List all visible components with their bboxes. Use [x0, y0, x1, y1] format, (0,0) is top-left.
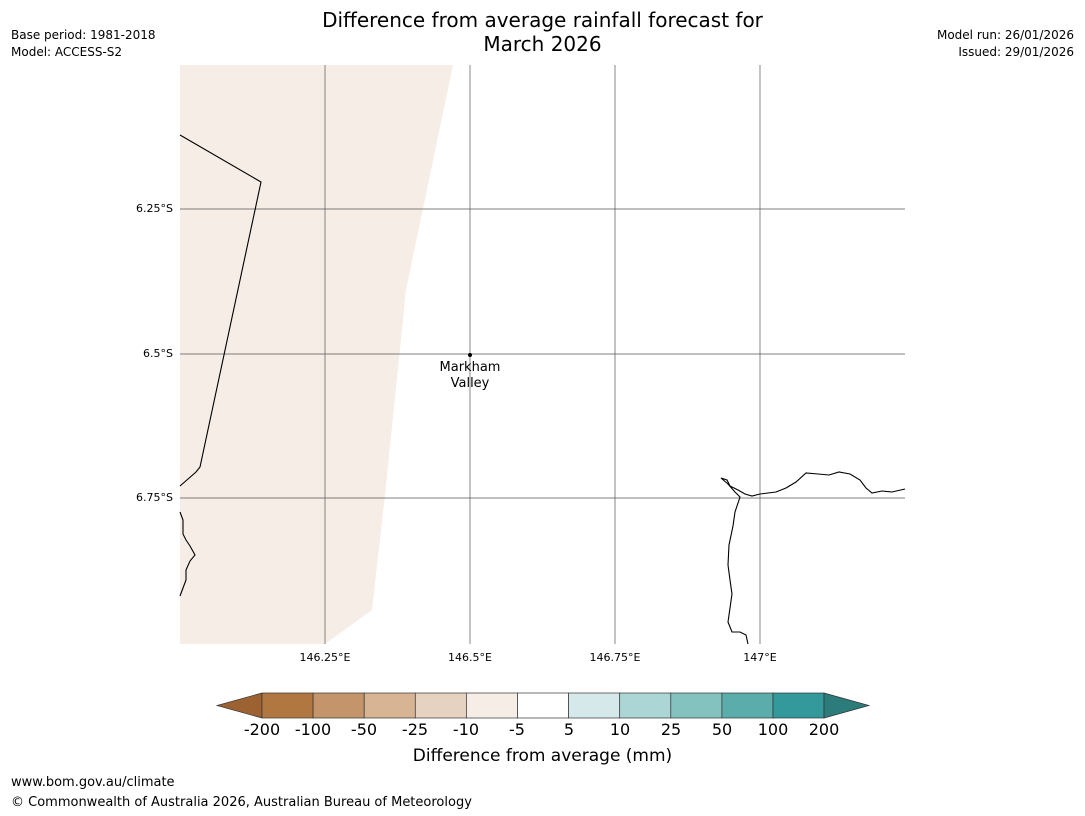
- colorbar-tick-label: -5: [509, 720, 525, 739]
- model-name: Model: ACCESS-S2: [11, 45, 123, 59]
- colorbar-tick-label: -50: [350, 720, 378, 739]
- shaded-region-left: [180, 65, 453, 644]
- chart-title: Difference from average rainfall forecas…: [0, 8, 1085, 56]
- lat-label-1: 6.25°S: [136, 202, 173, 215]
- title-line-1: Difference from average rainfall forecas…: [322, 8, 763, 32]
- footer-url[interactable]: www.bom.gov.au/climate: [11, 775, 175, 790]
- colorbar-tick-label: 25: [660, 720, 682, 739]
- footer-copyright: © Commonwealth of Australia 2026, Austra…: [11, 795, 472, 810]
- colorbar-tick-label: -100: [294, 720, 332, 739]
- colorbar-tick-label: 50: [711, 720, 733, 739]
- colorbar-title: Difference from average (mm): [412, 746, 673, 766]
- colorbar-segment-9: [670, 692, 723, 719]
- lon-label-4: 147°E: [743, 651, 777, 664]
- colorbar-segment-5: [466, 692, 518, 719]
- colorbar-segment-2: [312, 692, 365, 719]
- colorbar-segment-6: [517, 692, 569, 719]
- colorbar-segment-11: [772, 692, 825, 719]
- colorbar-tick-label: 200: [808, 720, 840, 739]
- place-label-line-1: Markham: [439, 360, 501, 375]
- colorbar-tick-label: 10: [609, 720, 631, 739]
- gridlines: [180, 65, 905, 644]
- colorbar-segment-0: [215, 692, 263, 719]
- colorbar-tick-label: -200: [243, 720, 281, 739]
- lon-label-2: 146.5°E: [448, 651, 492, 664]
- coastline-southwest: [179, 511, 196, 597]
- markham-valley-marker: [468, 353, 472, 357]
- colorbar-segment-7: [568, 692, 621, 719]
- colorbar-segment-4: [414, 692, 467, 719]
- lon-label-1: 146.25°E: [299, 651, 351, 664]
- colorbar-tick-label: -10: [452, 720, 480, 739]
- lat-label-2: 6.5°S: [143, 347, 173, 360]
- colorbar-segment-8: [619, 692, 672, 719]
- title-line-2: March 2026: [483, 32, 602, 56]
- issued-date: Issued: 29/01/2026: [958, 45, 1074, 59]
- coastline-southeast: [720, 471, 906, 645]
- colorbar-segment-3: [363, 692, 416, 719]
- colorbar: [215, 692, 871, 719]
- colorbar-tick-label: 5: [563, 720, 575, 739]
- colorbar-segment-12: [823, 692, 871, 719]
- place-label-line-2: Valley: [450, 376, 490, 391]
- lon-label-3: 146.75°E: [589, 651, 641, 664]
- colorbar-tick-label: -25: [401, 720, 429, 739]
- place-label-markham-valley: Markham Valley: [410, 360, 530, 392]
- colorbar-tick-label: 100: [757, 720, 789, 739]
- meta-right: Model run: 26/01/2026 Issued: 29/01/2026: [937, 27, 1074, 61]
- colorbar-segment-1: [261, 692, 314, 719]
- model-run: Model run: 26/01/2026: [936, 28, 1074, 42]
- lat-label-3: 6.75°S: [136, 491, 173, 504]
- meta-left: Base period: 1981-2018 Model: ACCESS-S2: [11, 27, 156, 61]
- boundary-line-west: [179, 134, 262, 487]
- base-period: Base period: 1981-2018: [11, 28, 156, 42]
- colorbar-segment-10: [721, 692, 774, 719]
